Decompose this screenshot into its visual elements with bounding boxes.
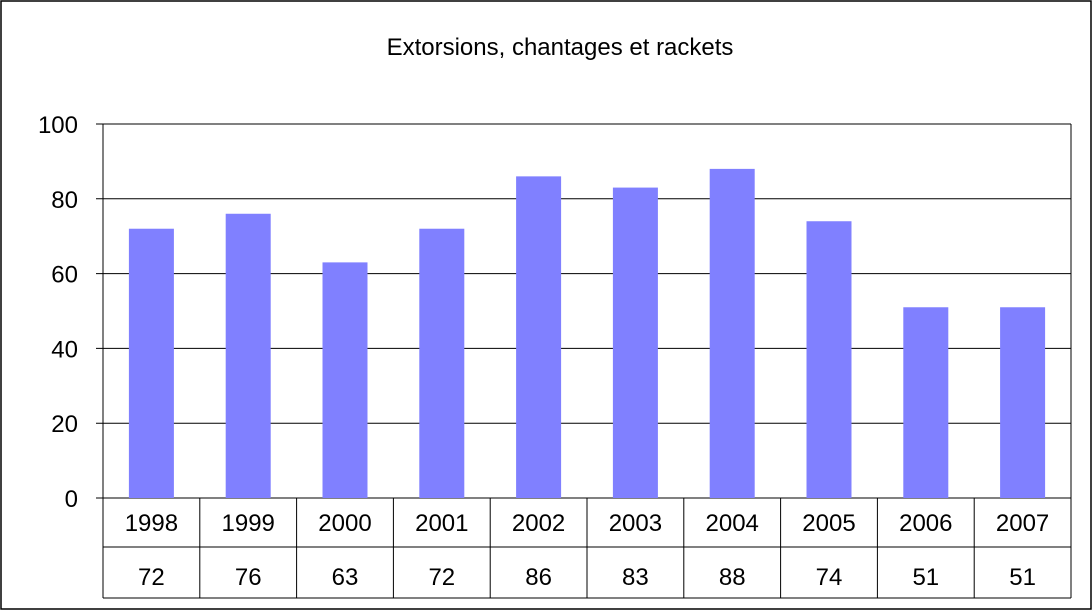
x-tick-label: 2003 xyxy=(609,510,662,537)
y-tick-label: 100 xyxy=(38,112,78,139)
x-tick-label: 1999 xyxy=(222,510,275,537)
data-label: 72 xyxy=(138,564,165,591)
bar xyxy=(806,221,852,499)
x-tick-label: 1998 xyxy=(125,510,178,537)
data-label: 51 xyxy=(912,564,939,591)
data-label: 51 xyxy=(1009,564,1036,591)
bar xyxy=(128,228,174,498)
data-label: 76 xyxy=(235,564,262,591)
x-tick-label: 2001 xyxy=(415,510,468,537)
x-tick-label: 2007 xyxy=(996,510,1049,537)
bar xyxy=(1000,307,1046,498)
bars xyxy=(128,168,1046,499)
y-tick-label: 20 xyxy=(51,411,78,438)
bar xyxy=(709,168,755,498)
bar xyxy=(903,307,949,498)
data-label: 63 xyxy=(332,564,359,591)
x-tick-label: 2004 xyxy=(706,510,759,537)
y-tick-label: 80 xyxy=(51,187,78,214)
chart-title: Extorsions, chantages et rackets xyxy=(387,34,734,61)
y-tick-label: 0 xyxy=(65,486,78,513)
data-label: 86 xyxy=(525,564,552,591)
data-table: 1998 72 1999 76 2000 63 2001 72 2002 86 2003 83 2004… xyxy=(102,498,1072,599)
bar xyxy=(419,228,465,498)
data-label: 74 xyxy=(816,564,843,591)
bar xyxy=(612,187,658,498)
bar xyxy=(322,262,368,498)
y-tick-label: 60 xyxy=(51,262,78,289)
data-label: 88 xyxy=(719,564,746,591)
x-tick-label: 2005 xyxy=(802,510,855,537)
y-axis: 0 20 40 60 80 100 xyxy=(38,112,104,513)
bar xyxy=(225,213,271,498)
x-tick-label: 2000 xyxy=(318,510,371,537)
x-tick-label: 2002 xyxy=(512,510,565,537)
data-label: 83 xyxy=(622,564,649,591)
bar xyxy=(516,176,562,499)
x-tick-label: 2006 xyxy=(899,510,952,537)
y-tick-label: 40 xyxy=(51,336,78,363)
data-label: 72 xyxy=(428,564,455,591)
